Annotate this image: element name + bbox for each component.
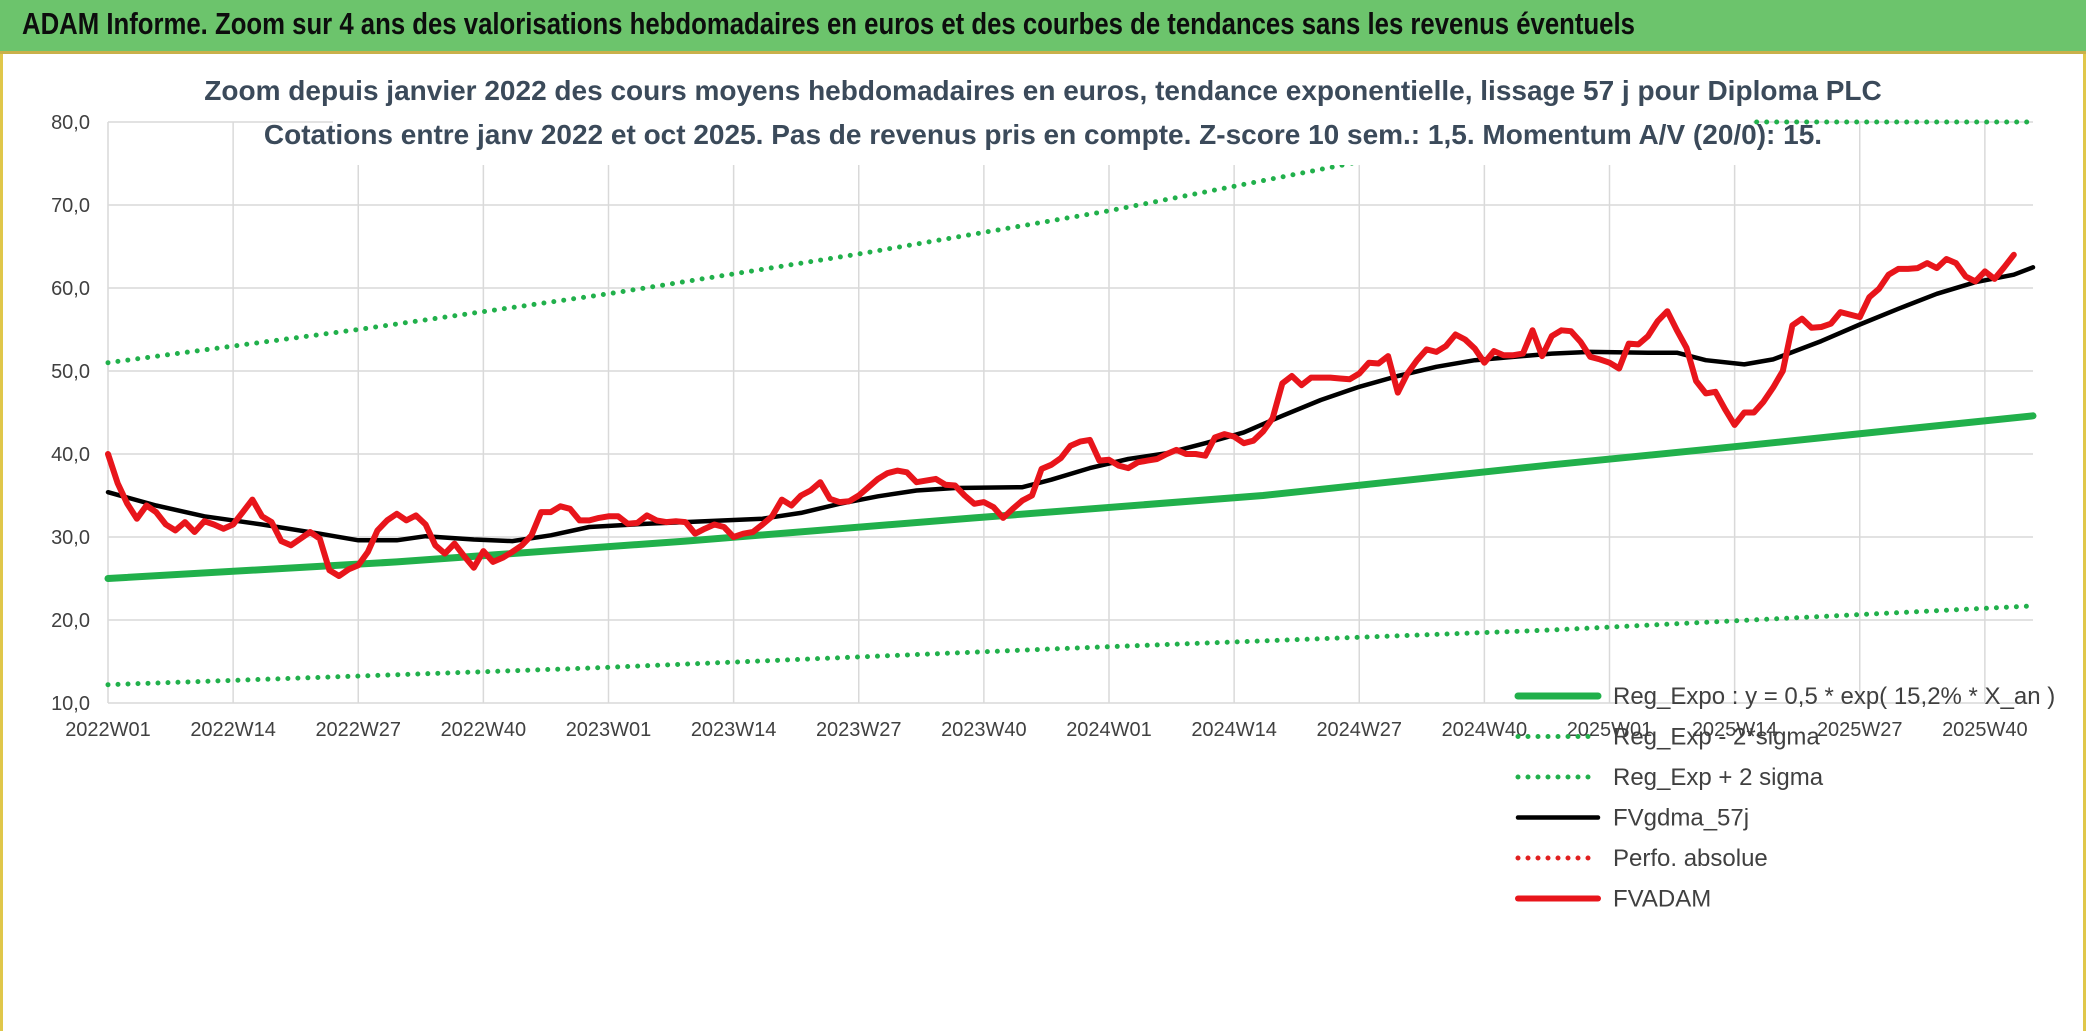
legend-label-3: FVgdma_57j — [1613, 805, 1749, 832]
y-tick-label: 10,0 — [51, 693, 90, 715]
line-chart: 10,0 20,0 30,0 40,0 50,0 60,0 70,0 80,0 2022W01… — [51, 57, 2055, 913]
legend-label-2: Reg_Exp + 2 sigma — [1613, 764, 1824, 791]
grid — [107, 121, 2033, 704]
x-tick-label: 2024W27 — [1316, 719, 1402, 741]
x-axis-ticks: 2022W01 2022W14 2022W27 2022W40 2023W01 2023W… — [65, 719, 2028, 741]
chart-frame: 10,0 20,0 30,0 40,0 50,0 60,0 70,0 80,0 2022W01… — [0, 54, 2086, 1031]
chart-title: Zoom depuis janvier 2022 des cours moyen… — [204, 57, 1882, 165]
series-line-5 — [105, 251, 2017, 579]
y-tick-label: 70,0 — [51, 195, 90, 217]
legend-label-5: FVADAM — [1613, 886, 1711, 913]
x-tick-label: 2023W01 — [566, 719, 652, 741]
x-tick-label: 2024W14 — [1191, 719, 1277, 741]
chart-title-line-2: Cotations entre janv 2022 et oct 2025. P… — [264, 119, 1822, 150]
legend-label-4: Perfo. absolue — [1613, 845, 1768, 872]
x-tick-label: 2025W27 — [1817, 719, 1903, 741]
series-line-1 — [105, 603, 2036, 688]
page-title: ADAM Informe. Zoom sur 4 ans des valoris… — [22, 6, 1635, 41]
x-tick-label: 2023W14 — [691, 719, 777, 741]
x-tick-label: 2024W01 — [1066, 719, 1152, 741]
y-tick-label: 30,0 — [51, 527, 90, 549]
x-tick-label: 2022W40 — [441, 719, 527, 741]
series-line-3 — [105, 265, 2036, 544]
title-banner: ADAM Informe. Zoom sur 4 ans des valoris… — [0, 0, 2086, 54]
x-tick-label: 2025W40 — [1942, 719, 2028, 741]
y-tick-label: 50,0 — [51, 361, 90, 383]
legend-label-0: Reg_Expo : y = 0,5 * exp( 15,2% * X_an ) — [1613, 683, 2055, 710]
y-tick-label: 20,0 — [51, 610, 90, 632]
series-line-0 — [104, 412, 2037, 582]
legend-label-1: Reg_Exp - 2*sigma — [1613, 724, 1820, 751]
legend: Reg_Expo : y = 0,5 * exp( 15,2% * X_an )… — [1514, 683, 2055, 913]
x-tick-label: 2023W27 — [816, 719, 902, 741]
x-tick-label: 2022W01 — [65, 719, 151, 741]
y-tick-label: 40,0 — [51, 444, 90, 466]
x-tick-label: 2022W14 — [190, 719, 276, 741]
x-tick-label: 2023W40 — [941, 719, 1027, 741]
chart-title-line-1: Zoom depuis janvier 2022 des cours moyen… — [204, 75, 1881, 106]
y-tick-label: 80,0 — [51, 112, 90, 134]
title-background — [333, 57, 1753, 165]
y-tick-label: 60,0 — [51, 278, 90, 300]
y-axis-ticks: 10,0 20,0 30,0 40,0 50,0 60,0 70,0 80,0 — [51, 112, 90, 715]
x-tick-label: 2025W14 — [1692, 719, 1778, 741]
series-group — [104, 119, 2037, 688]
x-tick-label: 2024W40 — [1442, 719, 1528, 741]
x-tick-label: 2022W27 — [315, 719, 401, 741]
